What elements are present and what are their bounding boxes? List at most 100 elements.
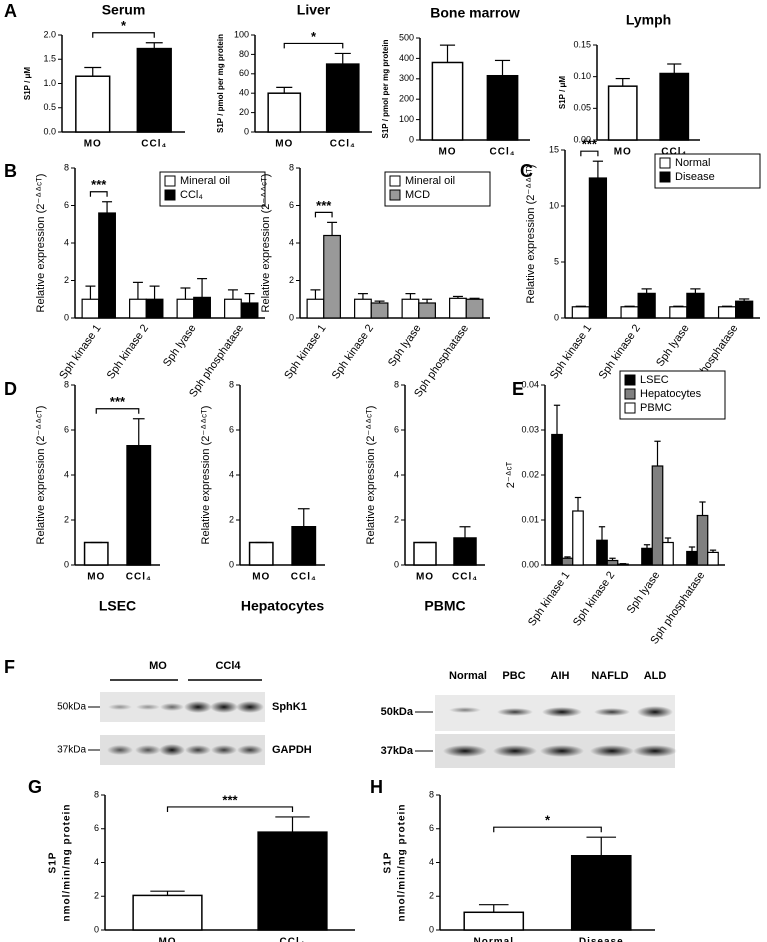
panel-letter: D xyxy=(4,379,17,399)
y-tick-label: 0 xyxy=(409,134,414,144)
x-tick-label: Sph kinase 1 xyxy=(526,570,572,629)
bar xyxy=(431,61,464,141)
y-tick-label: 200 xyxy=(399,94,414,104)
x-tick-label: CCl₄ xyxy=(291,572,317,583)
chart-title: Lymph xyxy=(626,12,671,28)
legend-label: LSEC xyxy=(640,374,669,386)
bar xyxy=(696,514,709,566)
x-tick-label: Sph lyase xyxy=(161,323,199,369)
y-tick-label: 20 xyxy=(239,107,249,117)
y-tick-label: 0.04 xyxy=(521,379,539,389)
x-tick-label: CCl₄ xyxy=(490,147,516,158)
x-tick-label: Sph lyase xyxy=(625,570,663,616)
legend-box xyxy=(619,370,726,420)
legend-label: MCD xyxy=(405,189,430,201)
significance-label: * xyxy=(545,813,551,828)
x-tick-label: CCl₄ xyxy=(141,139,167,150)
y-tick-label: 4 xyxy=(64,237,69,247)
marker-label: 37kDa xyxy=(381,745,414,757)
bar xyxy=(686,292,705,319)
bar xyxy=(145,298,164,319)
legend-label: CCl₄ xyxy=(180,189,203,201)
significance-bracket xyxy=(92,32,155,38)
bar xyxy=(717,306,737,319)
y-tick-label: 6 xyxy=(394,424,399,434)
y-axis-title: Relative expression (2⁻ᐞᐞᶜᵀ) xyxy=(200,406,212,545)
y-tick-label: 2 xyxy=(394,514,399,524)
legend-swatch xyxy=(624,374,636,386)
x-tick-label: Sph kinase 1 xyxy=(57,323,103,382)
y-tick-label: 0.10 xyxy=(573,71,591,81)
y-tick-label: 8 xyxy=(429,789,434,799)
lane-label: AIH xyxy=(551,670,570,682)
y-tick-label: 0 xyxy=(64,559,69,569)
significance-bracket xyxy=(493,826,602,833)
y-tick-label: 2 xyxy=(229,514,234,524)
y-tick-label: 6 xyxy=(64,200,69,210)
bar xyxy=(325,63,360,133)
y-tick-label: 8 xyxy=(64,162,69,172)
significance-label: *** xyxy=(110,394,126,409)
y-axis-title: S1P / pmol per mg protein xyxy=(216,34,225,133)
legend-label: Disease xyxy=(675,171,715,183)
y-axis-title: Relative expression (2⁻ᐞᐞᶜᵀ) xyxy=(525,165,537,304)
blot-bands xyxy=(107,744,263,756)
y-tick-label: 8 xyxy=(394,379,399,389)
marker-label: 37kDa xyxy=(57,745,86,756)
bar xyxy=(453,537,477,566)
bar xyxy=(637,292,656,319)
blot-group: MO xyxy=(149,660,167,672)
y-tick-label: 0.02 xyxy=(521,469,539,479)
lane-label: Normal xyxy=(449,670,487,682)
y-tick-label: 10 xyxy=(549,200,559,210)
bar xyxy=(659,72,690,141)
x-tick-label: Sph phosphatase xyxy=(187,323,246,400)
x-tick-label: MO xyxy=(614,147,632,158)
significance-bracket xyxy=(283,42,344,49)
y-tick-label: 6 xyxy=(429,823,434,833)
bar xyxy=(418,302,436,319)
y-tick-label: 0.15 xyxy=(573,39,591,49)
bar xyxy=(193,296,211,319)
bar xyxy=(551,433,563,566)
bar xyxy=(129,298,147,319)
x-tick-label: Sph phosphatase xyxy=(412,323,471,400)
significance-label: *** xyxy=(582,137,598,152)
y-tick-label: 0.05 xyxy=(573,103,591,113)
y-tick-label: 2 xyxy=(64,514,69,524)
blot-group: CCl4 xyxy=(215,660,241,672)
y-axis-title: S1P xyxy=(383,852,394,874)
bar xyxy=(75,75,111,133)
bar xyxy=(136,47,172,133)
x-tick-label: Sph kinase 2 xyxy=(330,323,376,382)
bar xyxy=(306,298,325,319)
marker-label: 50kDa xyxy=(57,702,86,713)
y-tick-label: 0.03 xyxy=(521,424,539,434)
x-tick-label: Sph lyase xyxy=(386,323,424,369)
y-tick-label: 0.01 xyxy=(521,514,539,524)
blot-bands xyxy=(443,745,677,757)
lane-label: PBC xyxy=(502,670,525,682)
y-tick-label: 8 xyxy=(64,379,69,389)
chart-title: Serum xyxy=(102,2,146,18)
bar xyxy=(607,85,638,141)
y-tick-label: 8 xyxy=(289,162,294,172)
x-tick-label: CCl₄ xyxy=(330,139,356,150)
x-tick-label: Sph kinase 1 xyxy=(548,323,594,382)
y-tick-label: 2.0 xyxy=(43,29,56,39)
bar xyxy=(662,541,674,566)
panel-letter: C xyxy=(520,161,533,181)
marker-label: 50kDa xyxy=(381,706,414,718)
protein-label: GAPDH xyxy=(272,744,312,756)
y-tick-label: 0 xyxy=(64,312,69,322)
legend-swatch xyxy=(659,157,671,169)
y-tick-label: 4 xyxy=(94,857,99,867)
y-axis-title: Relative expression (2⁻ᐞᐞᶜᵀ) xyxy=(35,406,47,545)
bar xyxy=(486,74,519,141)
x-tick-label: CCl₄ xyxy=(280,937,306,942)
x-tick-label: MO xyxy=(416,572,434,583)
y-tick-label: 0 xyxy=(244,126,249,136)
x-tick-label: MO xyxy=(438,147,456,158)
x-tick-label: Sph lyase xyxy=(654,323,692,369)
